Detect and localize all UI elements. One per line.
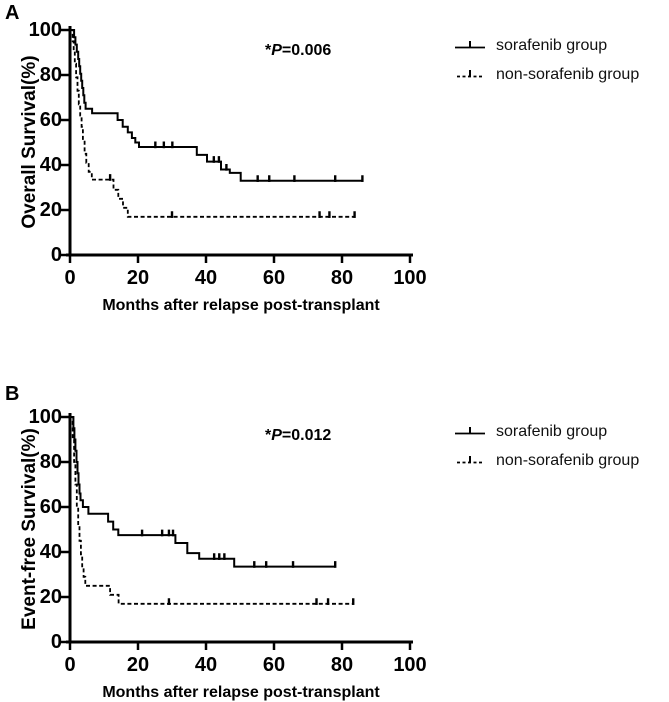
p-prefix: * xyxy=(265,42,272,59)
km-curve-non-sorafenib-group xyxy=(70,29,355,218)
p-symbol: P xyxy=(271,427,282,444)
legend-item-sorafenib: sorafenib group xyxy=(452,35,639,57)
panel-a-label: A xyxy=(5,2,20,24)
x-tick-label: 40 xyxy=(194,267,218,289)
legend-label-sorafenib: sorafenib group xyxy=(496,37,608,54)
legend-item-non-sorafenib: non-sorafenib group xyxy=(452,450,639,472)
solid-line-censor-icon xyxy=(455,427,485,435)
legend-label-sorafenib: sorafenib group xyxy=(496,423,608,440)
y-tick-label: 20 xyxy=(39,199,62,221)
y-tick-label: 60 xyxy=(39,496,62,518)
panel-b-label: B xyxy=(5,383,20,405)
x-tick-label: 40 xyxy=(194,654,218,676)
y-tick-label: 20 xyxy=(39,586,62,608)
km-curve-non-sorafenib-group xyxy=(70,416,354,605)
y-tick-label: 80 xyxy=(39,64,62,86)
km-plot-b xyxy=(61,413,413,650)
x-axis-title-b: Months after relapse post-transplant xyxy=(102,684,380,701)
panel-a: A Overall Survival(%) 0 20 40 60 80 100 0 20 40… xyxy=(5,2,639,314)
x-axis-title-a: Months after relapse post-transplant xyxy=(102,297,380,314)
x-tick-label: 100 xyxy=(393,267,427,289)
y-tick-label: 80 xyxy=(39,451,62,473)
legend-label-non-sorafenib: non-sorafenib group xyxy=(496,452,640,469)
legend-item-sorafenib: sorafenib group xyxy=(452,421,639,443)
x-tick-label: 20 xyxy=(126,654,150,676)
y-tick-label: 0 xyxy=(50,244,62,266)
x-tick-label: 100 xyxy=(393,654,427,676)
x-tick-label: 20 xyxy=(126,267,150,289)
dashed-line-censor-icon xyxy=(457,70,483,78)
x-tick-label: 60 xyxy=(262,267,286,289)
x-tick-label: 60 xyxy=(262,654,286,676)
p-value-annotation-a: *P=0.006 xyxy=(265,42,331,60)
y-tick-label: 60 xyxy=(39,109,62,131)
y-tick-label: 100 xyxy=(28,406,62,428)
p-value-annotation-b: *P=0.012 xyxy=(265,427,331,445)
x-tick-label: 0 xyxy=(64,267,76,289)
x-tick-label: 0 xyxy=(64,654,76,676)
y-tick-label: 100 xyxy=(28,19,62,41)
x-tick-label: 80 xyxy=(330,267,354,289)
p-text: =0.006 xyxy=(281,42,332,59)
legend-b: sorafenib group non-sorafenib group xyxy=(452,421,639,472)
legend-label-non-sorafenib: non-sorafenib group xyxy=(496,66,640,83)
solid-line-censor-icon xyxy=(455,41,485,49)
p-symbol: P xyxy=(271,42,282,59)
km-plot-a xyxy=(61,26,413,263)
km-curve-sorafenib-group xyxy=(70,29,363,182)
legend-item-non-sorafenib: non-sorafenib group xyxy=(452,64,639,86)
legend-a: sorafenib group non-sorafenib group xyxy=(452,35,639,86)
dashed-line-censor-icon xyxy=(457,456,483,464)
p-prefix: * xyxy=(265,427,272,444)
p-text: =0.012 xyxy=(281,427,332,444)
x-tick-label: 80 xyxy=(330,654,354,676)
y-tick-label: 0 xyxy=(50,631,62,653)
y-tick-label: 40 xyxy=(39,154,62,176)
km-curve-sorafenib-group xyxy=(70,416,336,568)
y-tick-label: 40 xyxy=(39,541,62,563)
